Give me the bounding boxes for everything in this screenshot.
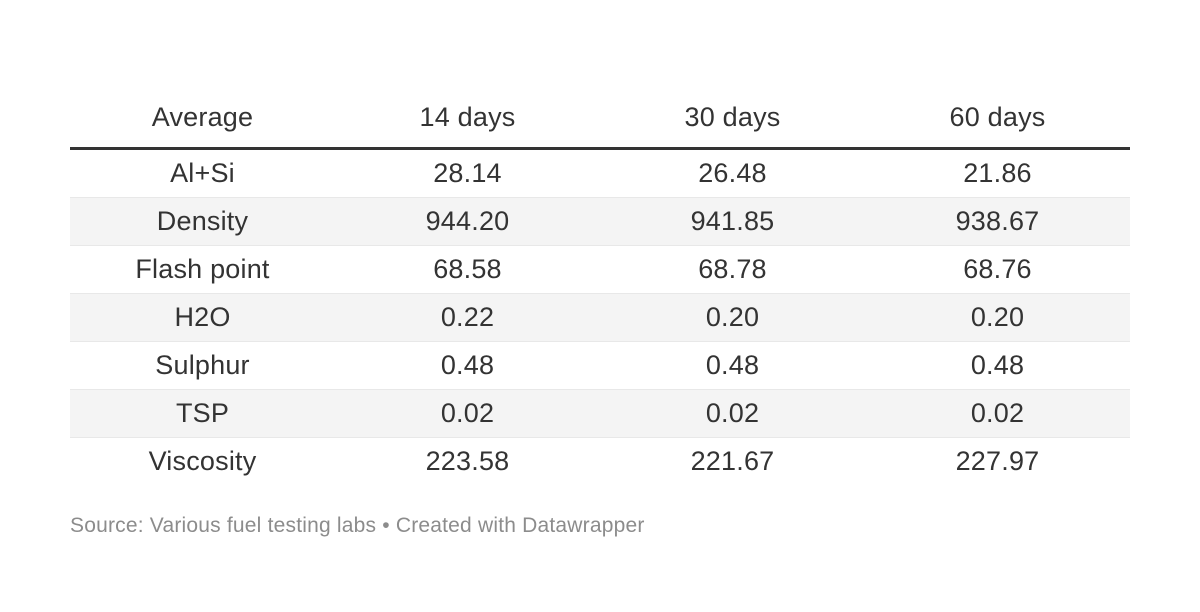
value-cell: 0.48 [440, 350, 495, 380]
value-cell: 0.22 [440, 302, 495, 332]
value-cell: 0.02 [705, 398, 760, 428]
row-label-cell: Density [156, 206, 249, 236]
row-label-cell: Al+Si [170, 158, 235, 188]
value-cell: 68.78 [698, 254, 767, 284]
column-header-average: Average [70, 88, 335, 150]
table-row: Density 944.20 941.85 938.67 [70, 197, 1130, 246]
value-cell: 221.67 [690, 446, 775, 476]
data-table: Average 14 days 30 days 60 days Al+Si 28… [70, 88, 1130, 485]
value-cell: 223.58 [425, 446, 510, 476]
row-label-cell: Flash point [135, 254, 270, 284]
value-cell: 941.85 [690, 206, 775, 236]
table-row: Al+Si 28.14 26.48 21.86 [70, 149, 1130, 198]
table-row: Sulphur 0.48 0.48 0.48 [70, 342, 1130, 390]
header-row: Average 14 days 30 days 60 days [70, 88, 1130, 150]
table-row: H2O 0.22 0.20 0.20 [70, 293, 1130, 342]
value-cell: 0.48 [970, 350, 1025, 380]
value-cell: 68.58 [433, 254, 502, 284]
value-cell: 0.02 [970, 398, 1025, 428]
row-label-cell: H2O [174, 302, 231, 332]
source-caption: Source: Various fuel testing labs • Crea… [70, 514, 645, 537]
value-cell: 0.20 [970, 302, 1025, 332]
value-cell: 68.76 [963, 254, 1032, 284]
table-row: Viscosity 223.58 221.67 227.97 [70, 438, 1130, 486]
row-label-cell: TSP [175, 398, 230, 428]
table-row: TSP 0.02 0.02 0.02 [70, 389, 1130, 438]
data-table-container: Average 14 days 30 days 60 days Al+Si 28… [70, 88, 1130, 485]
value-cell: 0.48 [705, 350, 760, 380]
column-header-14-days: 14 days [335, 88, 600, 150]
row-label-cell: Viscosity [148, 446, 257, 476]
value-cell: 26.48 [698, 158, 767, 188]
column-header-30-days: 30 days [600, 88, 865, 150]
value-cell: 28.14 [433, 158, 502, 188]
table-body: Al+Si 28.14 26.48 21.86 Density 944.20 9… [70, 149, 1130, 486]
table-row: Flash point 68.58 68.78 68.76 [70, 246, 1130, 294]
value-cell: 227.97 [955, 446, 1040, 476]
column-header-60-days: 60 days [865, 88, 1130, 150]
value-cell: 0.20 [705, 302, 760, 332]
value-cell: 938.67 [955, 206, 1040, 236]
value-cell: 21.86 [963, 158, 1032, 188]
value-cell: 0.02 [440, 398, 495, 428]
value-cell: 944.20 [425, 206, 510, 236]
table-header: Average 14 days 30 days 60 days [70, 88, 1130, 150]
row-label-cell: Sulphur [155, 350, 250, 380]
